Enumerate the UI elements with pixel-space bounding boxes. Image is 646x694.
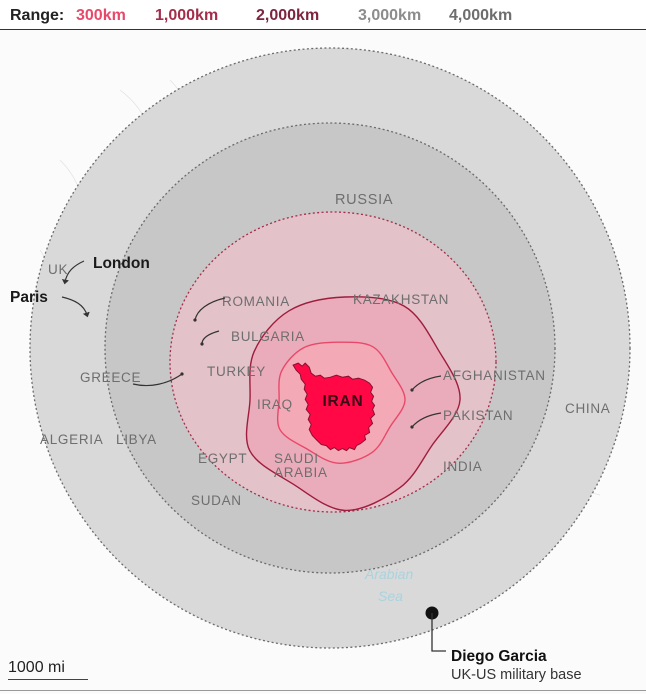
svg-text:GREECE: GREECE (80, 370, 141, 385)
svg-text:ARABIA: ARABIA (274, 465, 328, 480)
svg-text:INDIA: INDIA (443, 459, 483, 474)
svg-text:UK: UK (48, 262, 68, 277)
svg-text:ALGERIA: ALGERIA (40, 432, 103, 447)
svg-text:ROMANIA: ROMANIA (222, 294, 290, 309)
svg-text:Diego Garcia: Diego Garcia (451, 648, 547, 665)
svg-text:Paris: Paris (10, 289, 48, 306)
svg-text:RUSSIA: RUSSIA (335, 192, 393, 208)
svg-text:LIBYA: LIBYA (116, 432, 157, 447)
svg-text:EGYPT: EGYPT (198, 451, 247, 466)
svg-text:BULGARIA: BULGARIA (231, 329, 305, 344)
svg-text:IRAQ: IRAQ (257, 397, 293, 412)
svg-text:Sea: Sea (378, 588, 403, 604)
svg-text:SUDAN: SUDAN (191, 493, 242, 508)
svg-text:KAZAKHSTAN: KAZAKHSTAN (353, 292, 449, 307)
svg-text:London: London (93, 255, 150, 272)
svg-text:TURKEY: TURKEY (207, 364, 266, 379)
svg-text:IRAN: IRAN (322, 393, 363, 410)
svg-text:CHINA: CHINA (565, 401, 611, 416)
svg-text:PAKISTAN: PAKISTAN (443, 408, 513, 423)
svg-text:UK-US military base: UK-US military base (451, 667, 582, 683)
svg-text:AFGHANISTAN: AFGHANISTAN (443, 368, 546, 383)
svg-text:Arabian: Arabian (364, 566, 413, 582)
svg-text:SAUDI: SAUDI (274, 451, 319, 466)
